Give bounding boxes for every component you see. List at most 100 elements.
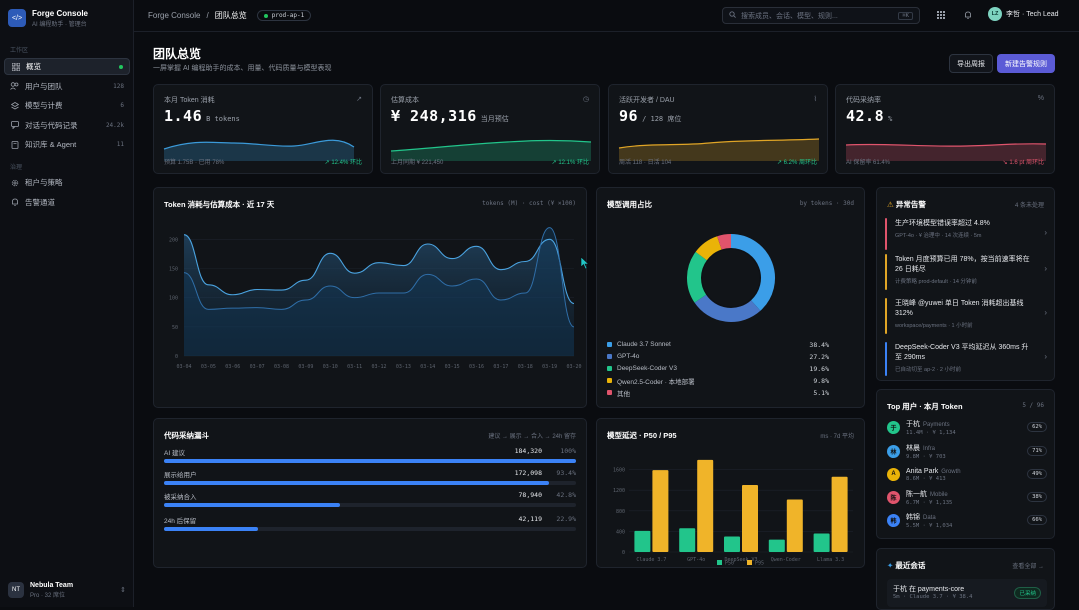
kpi-card-cost[interactable]: 估算成本 ◷ ¥ 248,316 当月预估 上月同期 ¥ 221,450 ↗ 12… xyxy=(380,84,600,174)
app-logo: </> xyxy=(8,9,26,27)
view-all-link[interactable]: 查看全部 → xyxy=(1012,564,1044,570)
funnel-row: AI 建议 184,320 100% xyxy=(164,447,576,463)
new-alert-rule-button[interactable]: 新建告警规则 xyxy=(997,54,1055,73)
series-line xyxy=(183,227,575,328)
legend-swatch xyxy=(717,560,722,565)
x-tick-label: Qwen-Coder xyxy=(771,557,801,563)
page-subtitle: 一屏掌握 AI 编程助手的成本、用量、代码质量与模型表现 xyxy=(153,65,332,72)
bell-icon xyxy=(10,198,19,207)
sidebar-item-count: 11 xyxy=(116,141,124,148)
user-row[interactable]: 韩韩锦 Data 5.5M · ¥ 1,034 66% xyxy=(887,510,1047,530)
brand[interactable]: </> Forge Console AI 编程助手 · 管理台 xyxy=(8,6,88,30)
team-name: Nebula Team xyxy=(30,581,74,589)
legend-item: 其他 5.1% xyxy=(607,387,829,398)
chat-icon xyxy=(10,121,19,130)
x-tick-label: 03-06 xyxy=(225,364,240,370)
kpi-value: 1.46 B tokens xyxy=(164,107,240,125)
x-tick-label: GPT-4o xyxy=(687,557,705,563)
latency-bar-chart[interactable]: 0 400 800 1200 1600 Claude 3.7 GPT-4o DeepSeek … xyxy=(597,419,865,568)
x-tick-label: 03-08 xyxy=(274,364,289,370)
team-switcher[interactable]: NT Nebula Team Pro · 32 席位 ⇕ xyxy=(4,577,130,603)
alert-item[interactable]: 王晓峰 @yuwei 单日 Token 消耗超出基线 312% workspace… xyxy=(883,298,1053,338)
env-status-dot xyxy=(263,13,268,18)
latency-bar xyxy=(786,499,803,552)
breadcrumb-root[interactable]: Forge Console xyxy=(148,11,201,20)
kpi-label: 本月 Token 消耗 xyxy=(164,97,215,104)
sidebar-item-count: 128 xyxy=(113,82,124,90)
latency-bar xyxy=(742,485,758,552)
sidebar-item-label: 租户与策略 xyxy=(25,178,63,187)
x-tick-label: 03-15 xyxy=(445,364,460,370)
x-tick-label: 03-07 xyxy=(250,364,265,370)
donut-slice xyxy=(730,234,775,311)
user-row[interactable]: 林林晨 Infra 9.8M · ¥ 703 71% xyxy=(887,441,1047,461)
series-area xyxy=(184,234,574,356)
trend-chart[interactable]: 0 50 100 150 200 03-04 03-05 03-06 03-07 03-08 03-… xyxy=(154,188,587,408)
page-title: 团队总览 xyxy=(153,47,202,61)
sidebar-item-users[interactable]: 用户与团队 128 xyxy=(4,78,130,95)
notification-bell-icon[interactable] xyxy=(963,10,973,20)
grid-icon xyxy=(11,62,20,71)
sidebar-item-tenants[interactable]: 租户与策略 xyxy=(4,174,130,191)
session-item[interactable]: 于杭 在 payments-core 5m · Claude 3.7 · ¥ 3… xyxy=(887,579,1047,607)
sidebar-item-conversations[interactable]: 对话与代码记录 24.2k xyxy=(4,117,130,134)
users-icon xyxy=(10,82,19,91)
x-tick-label: 03-09 xyxy=(298,364,313,370)
search-icon xyxy=(729,11,736,20)
app-name: Forge Console xyxy=(32,8,89,18)
export-report-button[interactable]: 导出周报 xyxy=(949,54,993,73)
latency-bar xyxy=(724,536,740,552)
user-row[interactable]: A Anita Park Growth 8.6M · ¥ 413 49% xyxy=(887,464,1047,484)
model-mix-card: 模型调用占比 by tokens · 30d Claude 3.7 Sonnet… xyxy=(596,187,865,408)
sidebar-section-label: 工作区 xyxy=(10,48,29,54)
trend-icon: ↗ xyxy=(356,96,362,103)
user-row[interactable]: 陈陈一航 Mobile 6.7M · ¥ 1,135 38% xyxy=(887,487,1047,507)
y-tick-label: 0 xyxy=(622,550,625,556)
legend-item: DeepSeek-Coder V3 19.6% xyxy=(607,363,829,374)
sidebar-item-models[interactable]: 模型与计费 6 xyxy=(4,97,130,114)
y-tick-label: 1600 xyxy=(613,468,625,474)
user-menu[interactable]: LZ 李哲 · Tech Lead xyxy=(988,7,1059,21)
apps-icon[interactable] xyxy=(936,10,946,20)
user-row[interactable]: 于于杭 Payments 11.4M · ¥ 1,134 62% xyxy=(887,417,1047,437)
search-placeholder: 搜索成员、会话、模型、规则... xyxy=(741,12,838,20)
alert-item[interactable]: 生产环境模型错误率超过 4.8% GPT-4o · ¥ 治理中 · 14 次连续 … xyxy=(883,218,1053,254)
warning-icon: ⚠ xyxy=(887,200,894,209)
recent-sessions-card: ✦ 最近会话 查看全部 → 于杭 在 payments-core 5m · Cl… xyxy=(876,548,1055,610)
kpi-footnote: 上月同期 ¥ 221,450 xyxy=(391,160,444,166)
user-avatar: LZ xyxy=(988,7,1002,21)
series-area xyxy=(184,227,574,356)
kpi-sparkline xyxy=(618,138,820,161)
sidebar-item-knowledge[interactable]: 知识库 & Agent 11 xyxy=(4,136,130,153)
legend-swatch xyxy=(747,560,752,565)
search-input[interactable]: 搜索成员、会话、模型、规则... ⌘K xyxy=(722,7,920,24)
alert-item[interactable]: Token 月度预算已用 78%，按当前速率将在 26 日耗尽 计费策略 prod… xyxy=(883,254,1053,294)
user-label: 李哲 · Tech Lead xyxy=(1006,11,1059,18)
sidebar-item-alert-channels[interactable]: 告警通道 xyxy=(4,194,130,211)
legend-item: Claude 3.7 Sonnet 38.4% xyxy=(607,339,829,350)
series-line xyxy=(183,234,575,305)
chart-title: 代码采纳漏斗 xyxy=(164,431,209,440)
kpi-card-tokens[interactable]: 本月 Token 消耗 ↗ 1.46 B tokens 预算 1.75B · 已用… xyxy=(153,84,373,174)
chevron-right-icon: › xyxy=(1044,308,1047,317)
sidebar-item-overview[interactable]: 概览 xyxy=(4,58,130,75)
y-tick-label: 0 xyxy=(175,354,178,360)
latency-bar xyxy=(813,533,830,552)
alert-item[interactable]: DeepSeek-Coder V3 平均延迟从 360ms 升至 290ms 已自… xyxy=(883,342,1053,380)
model-mix-donut[interactable] xyxy=(597,208,865,348)
x-tick-label: 03-14 xyxy=(420,364,435,370)
sidebar-section-label: 治理 xyxy=(10,165,23,171)
legend-label: P95 xyxy=(755,561,764,567)
x-tick-label: 03-20 xyxy=(566,364,581,370)
env-badge[interactable]: prod-ap-1 xyxy=(256,10,312,21)
breadcrumb-current: 团队总览 xyxy=(214,11,247,20)
sidebar-item-label: 概览 xyxy=(26,62,41,71)
kpi-card-adoption[interactable]: 代码采纳率 % 42.8% AI 保留率 61.4% ↘ 1.6 pt 周环比 xyxy=(835,84,1055,174)
kpi-sparkline xyxy=(845,143,1047,161)
alerts-count: 4 条未处理 xyxy=(1014,203,1044,209)
clock-icon: ◷ xyxy=(582,96,589,103)
chart-title: 模型延迟 · P50 / P95 xyxy=(607,431,677,440)
top-users-title: Top 用户 · 本月 Token xyxy=(887,402,963,411)
sparkle-icon: ✦ xyxy=(887,561,894,570)
kpi-card-dau[interactable]: 活跃开发者 / DAU ⌇ 96/ 128 席位 周活 118 · 日活 104… xyxy=(608,84,828,174)
